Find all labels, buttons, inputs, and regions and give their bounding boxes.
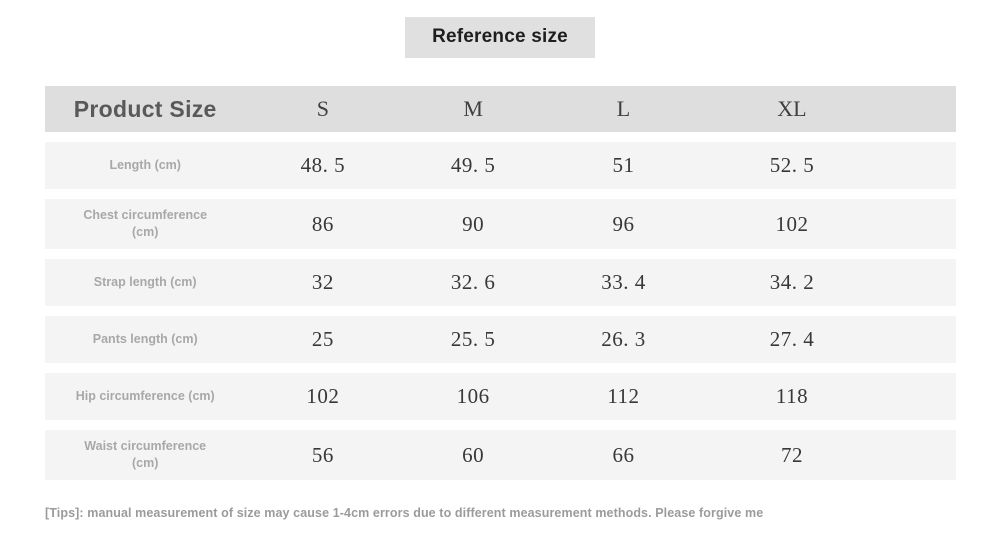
cell-value: 34. 2: [769, 270, 815, 294]
tips-note: [Tips]: manual measurement of size may c…: [45, 506, 764, 520]
cell-value: 25: [311, 327, 334, 351]
cell-value: 102: [775, 211, 809, 236]
row-label: Strap length (cm): [93, 275, 197, 290]
row-label: Hip circumference (cm): [75, 389, 215, 404]
cell-value: 49. 5: [450, 153, 496, 177]
cell-value: 25. 5: [450, 327, 496, 351]
cell-value: 118: [775, 384, 809, 408]
cell-value: 102: [306, 384, 340, 408]
cell-value: 106: [456, 384, 490, 408]
cell-value: 72: [780, 442, 803, 467]
table-row-waist-circumference: Waist circumference (cm) 56 60 66 72: [45, 430, 956, 480]
cell-value: 86: [311, 211, 334, 236]
table-row-pants-length: Pants length (cm) 25 25. 5 26. 3 27. 4: [45, 316, 956, 363]
cell-value: 51: [612, 153, 635, 177]
cell-value: 27. 4: [769, 327, 815, 351]
cell-value: 90: [462, 211, 485, 236]
cell-value: 48. 5: [300, 153, 346, 177]
cell-value: 33. 4: [601, 270, 646, 294]
cell-value: 32: [311, 270, 334, 294]
cell-value: 96: [612, 211, 635, 236]
row-label: Length (cm): [109, 158, 181, 173]
cell-value: 112: [607, 384, 640, 408]
row-label: Pants length (cm): [92, 332, 198, 347]
table-row-chest-circumference: Chest circumference (cm) 86 90 96 102: [45, 199, 956, 249]
cell-value: 66: [612, 442, 635, 467]
cell-value: 56: [311, 442, 334, 467]
cell-value: 32. 6: [450, 270, 496, 294]
column-header-size-xl: XL: [777, 96, 807, 121]
table-row-length: Length (cm) 48. 5 49. 5 51 52. 5: [45, 142, 956, 189]
product-size-table: Product Size S M L XL Length (cm) 48. 5 …: [45, 86, 956, 480]
cell-value: 60: [462, 442, 485, 467]
cell-value: 26. 3: [601, 327, 646, 351]
page-title: Reference size: [432, 26, 568, 47]
row-label: Chest circumference (cm): [83, 208, 208, 239]
reference-size-badge: Reference size: [405, 17, 595, 58]
table-row-strap-length: Strap length (cm) 32 32. 6 33. 4 34. 2: [45, 259, 956, 306]
column-header-product-size: Product Size: [73, 95, 217, 122]
table-header-row: Product Size S M L XL: [45, 86, 956, 132]
column-header-size-l: L: [616, 96, 631, 121]
column-header-size-s: S: [316, 96, 329, 121]
table-row-hip-circumference: Hip circumference (cm) 102 106 112 118: [45, 373, 956, 420]
cell-value: 52. 5: [769, 153, 815, 177]
column-header-size-m: M: [463, 96, 483, 121]
row-label: Waist circumference (cm): [84, 439, 207, 470]
